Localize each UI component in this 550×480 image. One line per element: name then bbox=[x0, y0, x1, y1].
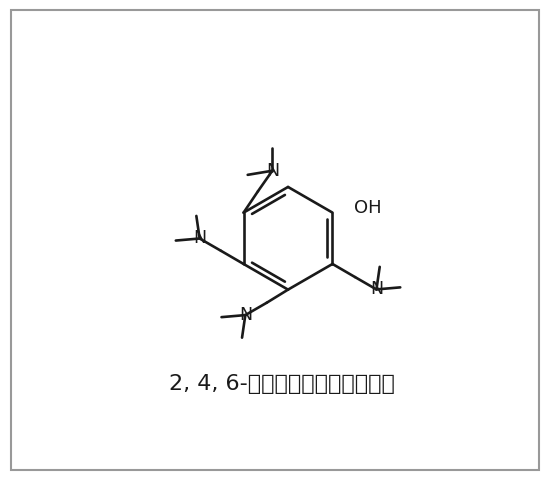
Text: N: N bbox=[370, 280, 383, 299]
Text: OH: OH bbox=[354, 199, 382, 216]
Text: 2, 4, 6-三（二甲氨基甲基）苯酚: 2, 4, 6-三（二甲氨基甲基）苯酚 bbox=[169, 374, 395, 394]
Text: N: N bbox=[239, 306, 252, 324]
Text: N: N bbox=[266, 162, 279, 180]
Text: N: N bbox=[193, 229, 206, 248]
